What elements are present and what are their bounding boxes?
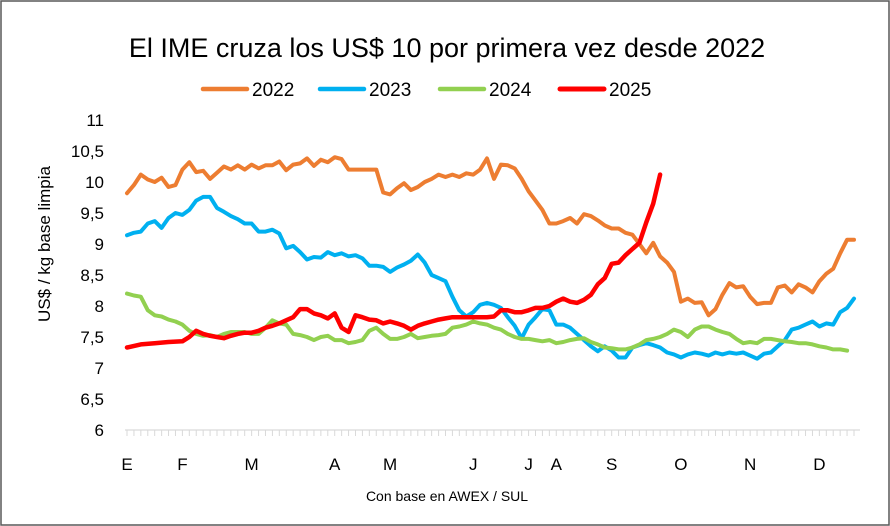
x-month-label: J (469, 455, 478, 474)
y-tick-label: 7 (95, 359, 104, 378)
x-month-label: E (121, 455, 132, 474)
x-month-label: J (524, 455, 533, 474)
series-line-2023 (125, 194, 856, 361)
x-month-label: A (551, 455, 563, 474)
x-month-label: O (674, 455, 687, 474)
x-month-label: S (606, 455, 617, 474)
y-tick-label: 8,5 (80, 266, 104, 285)
y-tick-label: 11 (86, 111, 104, 130)
legend-label-2022: 2022 (252, 80, 294, 101)
legend-label-2024: 2024 (489, 80, 532, 101)
x-month-label: N (744, 455, 756, 474)
y-tick-label: 6 (95, 421, 104, 440)
chart-title: El IME cruza los US$ 10 por primera vez … (129, 33, 765, 63)
legend-label-2025: 2025 (609, 80, 651, 101)
y-axis: 6 6,5 7 7,5 8 8,5 9 9,5 10 10,5 11 (71, 111, 104, 440)
x-month-label: M (245, 455, 259, 474)
x-month-label: D (813, 455, 825, 474)
legend-label-2023: 2023 (369, 80, 411, 101)
x-axis-label: Con base en AWEX / SUL (366, 488, 528, 504)
y-axis-label: US$ / kg base limpia (35, 166, 54, 322)
y-tick-label: 10,5 (71, 142, 104, 161)
y-tick-label: 9 (95, 235, 104, 254)
y-tick-label: 9,5 (80, 204, 104, 223)
series-line-2025 (124, 172, 663, 350)
x-month-label: F (177, 455, 187, 474)
x-month-label: A (329, 455, 341, 474)
y-tick-label: 6,5 (80, 390, 104, 409)
plot-lines (124, 155, 856, 361)
y-tick-label: 10 (85, 173, 104, 192)
x-month-label: M (383, 455, 397, 474)
y-tick-label: 7,5 (80, 328, 104, 347)
series-line-2022 (125, 155, 856, 318)
legend: 2022 2023 2024 2025 (200, 80, 651, 101)
y-tick-label: 8 (95, 297, 104, 316)
